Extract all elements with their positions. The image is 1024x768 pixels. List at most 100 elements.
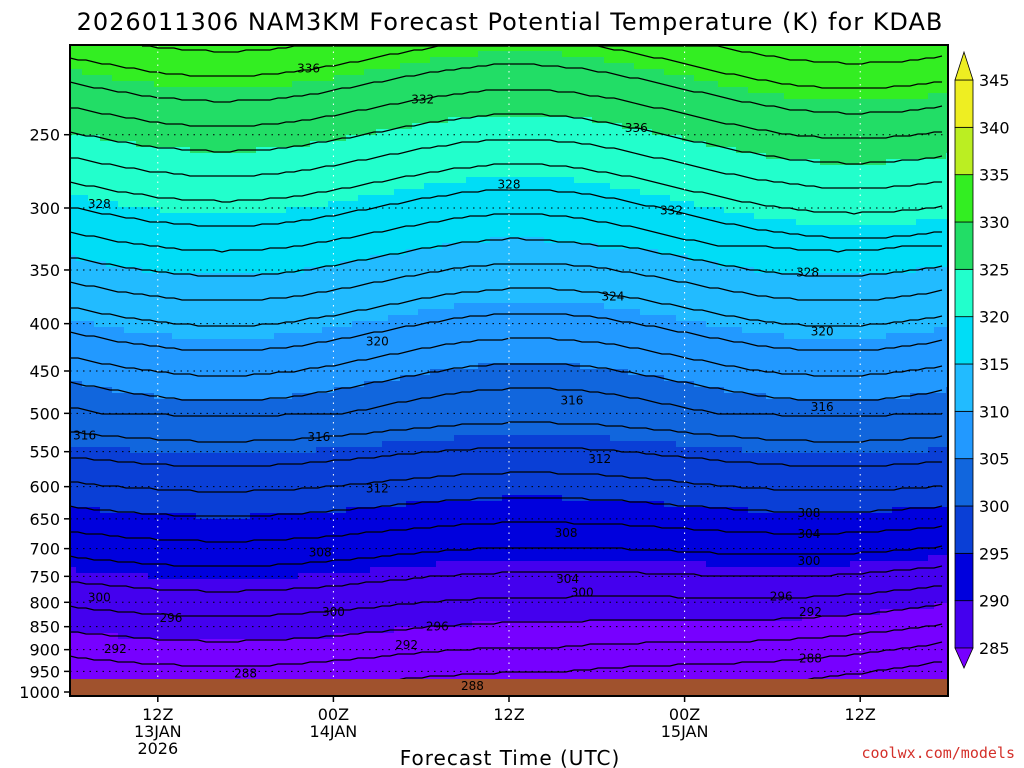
theta-cell xyxy=(268,309,275,316)
theta-cell xyxy=(226,651,233,658)
theta-cell xyxy=(76,303,83,310)
theta-cell xyxy=(298,165,305,172)
theta-cell xyxy=(148,231,155,238)
theta-cell xyxy=(274,159,281,166)
theta-cell xyxy=(94,405,101,412)
theta-cell xyxy=(232,417,239,424)
theta-cell xyxy=(220,309,227,316)
theta-cell xyxy=(280,51,287,58)
theta-cell xyxy=(262,477,269,484)
theta-cell xyxy=(280,81,287,88)
theta-cell xyxy=(160,135,167,142)
theta-cell xyxy=(166,171,173,178)
theta-cell xyxy=(136,57,143,64)
theta-cell xyxy=(292,159,299,166)
theta-cell xyxy=(340,333,347,340)
theta-cell xyxy=(70,327,77,334)
theta-cell xyxy=(268,645,275,652)
theta-cell xyxy=(244,75,251,82)
theta-cell xyxy=(244,171,251,178)
theta-cell xyxy=(172,381,179,388)
theta-cell xyxy=(250,405,257,412)
theta-cell xyxy=(244,225,251,232)
theta-cell xyxy=(316,627,323,634)
theta-cell xyxy=(166,177,173,184)
theta-cell xyxy=(154,585,161,592)
theta-cell xyxy=(184,369,191,376)
theta-cell xyxy=(238,585,245,592)
theta-cell xyxy=(316,153,323,160)
theta-cell xyxy=(292,339,299,346)
theta-cell xyxy=(106,105,113,112)
theta-cell xyxy=(106,327,113,334)
theta-cell xyxy=(322,237,329,244)
theta-cell xyxy=(268,453,275,460)
theta-cell xyxy=(70,609,77,616)
theta-cell xyxy=(88,99,95,106)
theta-cell xyxy=(106,357,113,364)
theta-cell xyxy=(250,117,257,124)
theta-cell xyxy=(196,429,203,436)
theta-cell xyxy=(130,345,137,352)
theta-cell xyxy=(328,639,335,646)
theta-cell xyxy=(310,75,317,82)
theta-cell xyxy=(124,465,131,472)
theta-cell xyxy=(136,561,143,568)
theta-cell xyxy=(160,519,167,526)
theta-cell xyxy=(256,141,263,148)
theta-cell xyxy=(286,87,293,94)
theta-cell xyxy=(244,177,251,184)
theta-cell xyxy=(184,153,191,160)
theta-cell xyxy=(184,123,191,130)
theta-cell xyxy=(100,177,107,184)
theta-cell xyxy=(304,447,311,454)
theta-cell xyxy=(250,675,257,682)
theta-cell xyxy=(76,567,83,574)
theta-cell xyxy=(202,279,209,286)
theta-cell xyxy=(94,489,101,496)
theta-cell xyxy=(70,207,77,214)
theta-cell xyxy=(76,135,83,142)
theta-cell xyxy=(280,63,287,70)
theta-cell xyxy=(304,237,311,244)
theta-cell xyxy=(190,309,197,316)
theta-cell xyxy=(262,615,269,622)
theta-cell xyxy=(280,567,287,574)
theta-cell xyxy=(130,477,137,484)
theta-cell xyxy=(76,471,83,478)
theta-cell xyxy=(334,237,341,244)
theta-cell xyxy=(238,609,245,616)
theta-cell xyxy=(82,435,89,442)
theta-cell xyxy=(304,615,311,622)
theta-cell xyxy=(292,453,299,460)
theta-cell xyxy=(112,573,119,580)
theta-cell xyxy=(88,381,95,388)
theta-cell xyxy=(142,429,149,436)
theta-cell xyxy=(124,573,131,580)
theta-cell xyxy=(250,93,257,100)
theta-cell xyxy=(226,669,233,676)
theta-cell xyxy=(238,327,245,334)
theta-cell xyxy=(178,669,185,676)
theta-cell xyxy=(274,309,281,316)
theta-cell xyxy=(328,165,335,172)
theta-cell xyxy=(310,267,317,274)
theta-cell xyxy=(286,81,293,88)
theta-cell xyxy=(238,429,245,436)
theta-cell xyxy=(256,651,263,658)
theta-cell xyxy=(220,621,227,628)
theta-cell xyxy=(88,639,95,646)
theta-cell xyxy=(316,369,323,376)
theta-cell xyxy=(262,315,269,322)
theta-cell xyxy=(130,279,137,286)
theta-cell xyxy=(178,291,185,298)
theta-cell xyxy=(202,339,209,346)
theta-cell xyxy=(274,333,281,340)
theta-cell xyxy=(184,315,191,322)
theta-cell xyxy=(304,381,311,388)
theta-cell xyxy=(112,303,119,310)
theta-cell xyxy=(232,111,239,118)
theta-cell xyxy=(124,543,131,550)
theta-cell xyxy=(142,405,149,412)
theta-cell xyxy=(208,57,215,64)
